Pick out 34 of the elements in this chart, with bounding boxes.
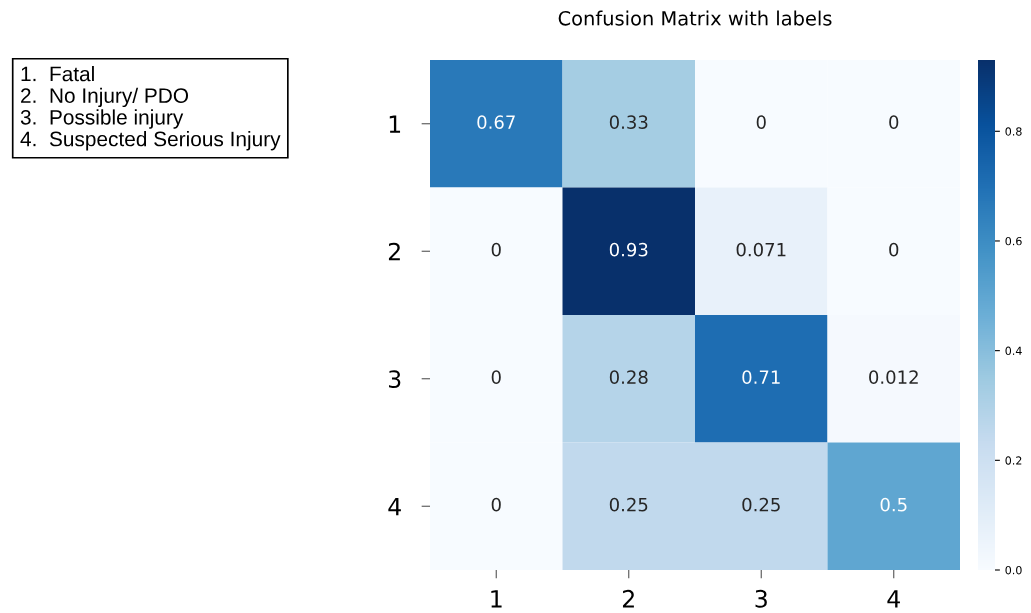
color-bar-label: 0.6 — [1005, 236, 1022, 246]
data-label: 0.67 — [477, 115, 515, 129]
x-tick-label: 2 — [622, 589, 634, 608]
chart-title: Confusion Matrix with labels — [558, 10, 832, 26]
x-tick-label: 3 — [755, 589, 767, 608]
data-label: 0 — [756, 115, 766, 129]
data-label: 0 — [491, 370, 501, 384]
text: 3. Possible injury — [20, 109, 184, 129]
y-tick-label: 4 — [388, 498, 401, 516]
y-tick-label: 3 — [389, 370, 401, 389]
color-bar-label: 0.4 — [1005, 346, 1022, 356]
text: 2. No Injury/ PDO — [21, 87, 189, 108]
data-label: 0 — [889, 115, 899, 129]
y-tick-label: 2 — [388, 242, 400, 261]
color-bar-label: 0.2 — [1005, 456, 1022, 465]
data-label: 0 — [889, 242, 899, 257]
data-label: 0.28 — [609, 370, 648, 384]
data-label: 0.93 — [609, 242, 648, 257]
data-label: 0.71 — [742, 370, 780, 384]
data-label: 0.33 — [609, 115, 648, 129]
data-label: 0 — [491, 497, 501, 512]
y-tick-label: 1 — [389, 115, 401, 133]
data-label: 0.25 — [742, 497, 780, 512]
text: 1. Fatal — [21, 66, 94, 82]
data-label: 0.012 — [869, 370, 918, 384]
x-tick-label: 1 — [491, 590, 502, 608]
data-label: 0.25 — [609, 497, 648, 512]
color-bar-label: 0.0 — [1005, 565, 1022, 575]
x-tick-label: 4 — [887, 590, 900, 608]
color-bar-label: 0.8 — [1005, 127, 1022, 136]
data-label: 0.071 — [736, 242, 786, 257]
data-label: 0 — [491, 242, 501, 257]
text: 4. Suspected Serious Injury — [20, 131, 281, 151]
data-label: 0.5 — [880, 497, 907, 512]
